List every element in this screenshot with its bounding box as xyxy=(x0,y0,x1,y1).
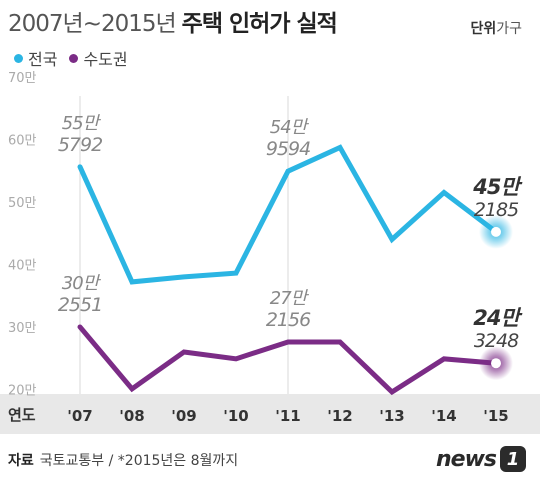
unit-label: 단위 xyxy=(470,21,497,37)
news1-logo: news 1 xyxy=(436,444,526,474)
source-text: 국토교통부 / *2015년은 8월까지 xyxy=(39,453,239,469)
data-label-detail: 5792 xyxy=(58,134,102,156)
data-label-detail: 3248 xyxy=(474,330,519,352)
legend-item-national: 전국 xyxy=(14,46,57,70)
title-period: 2007년~2015년 xyxy=(8,11,177,37)
x-tick-label: '13 xyxy=(379,407,404,425)
source-note: 자료 국토교통부 / *2015년은 8월까지 xyxy=(8,450,238,470)
legend-dot-capital xyxy=(69,53,79,63)
unit-note: 단위가구 xyxy=(470,18,522,38)
data-label-detail: 2185 xyxy=(474,199,519,221)
x-tick-label: '08 xyxy=(119,407,144,425)
legend: 전국 수도권 xyxy=(14,46,128,70)
data-label-amount: 45만 xyxy=(472,175,522,199)
data-label-amount: 30만 xyxy=(62,273,102,294)
x-tick-label: '14 xyxy=(431,407,456,425)
title-subject: 주택 인허가 실적 xyxy=(181,11,338,37)
x-axis-title: 연도 xyxy=(8,406,36,424)
chart-title: 2007년~2015년 주택 인허가 실적 xyxy=(8,4,338,38)
series-line-1 xyxy=(77,324,499,396)
data-label-detail: 2551 xyxy=(58,294,102,316)
x-tick-label: '09 xyxy=(171,407,196,425)
x-axis-band xyxy=(0,394,540,434)
data-label-amount: 54만 xyxy=(270,117,310,138)
x-tick-label: '07 xyxy=(67,407,92,425)
y-tick-label: 40만 xyxy=(8,258,37,273)
data-label-detail: 2156 xyxy=(266,309,311,331)
data-label-amount: 55만 xyxy=(62,113,102,134)
data-label-detail: 9594 xyxy=(266,138,310,160)
y-tick-label: 60만 xyxy=(8,133,37,148)
data-point xyxy=(491,226,501,237)
logo-mark: 1 xyxy=(500,446,526,472)
x-tick-label: '12 xyxy=(327,407,352,425)
legend-dot-national xyxy=(14,53,23,63)
x-tick-label: '15 xyxy=(483,407,508,425)
legend-item-capital: 수도권 xyxy=(69,46,128,70)
series-line-0 xyxy=(77,144,499,285)
logo-wordmark: news xyxy=(435,446,497,472)
legend-label-national: 전국 xyxy=(28,50,58,69)
y-tick-label: 20만 xyxy=(8,383,37,398)
x-tick-label: '10 xyxy=(223,407,248,425)
legend-label-capital: 수도권 xyxy=(83,50,128,69)
y-tick-label: 30만 xyxy=(8,321,37,336)
y-tick-label: 50만 xyxy=(8,196,37,211)
unit-value: 가구 xyxy=(496,21,522,37)
data-label-amount: 24만 xyxy=(473,306,522,330)
x-tick-label: '11 xyxy=(275,407,300,425)
y-tick-label: 70만 xyxy=(8,71,37,86)
source-label: 자료 xyxy=(8,453,34,469)
data-label-amount: 27만 xyxy=(270,288,310,309)
data-point xyxy=(491,358,501,369)
